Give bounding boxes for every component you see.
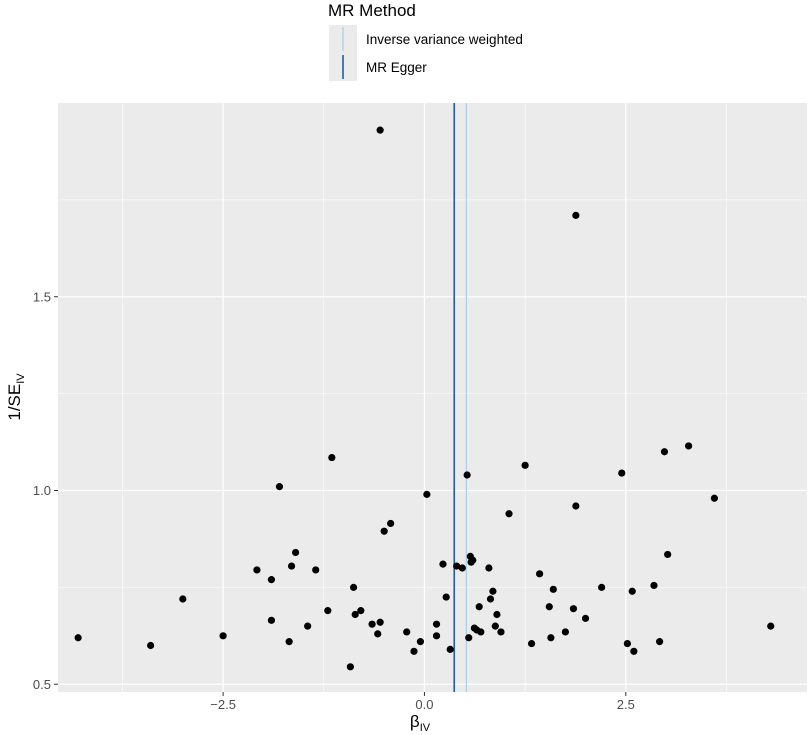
data-point — [549, 585, 557, 593]
x-tick-label: 0.0 — [415, 697, 433, 712]
data-point — [368, 620, 376, 628]
data-point — [312, 566, 320, 574]
data-point — [219, 632, 227, 640]
data-point — [527, 639, 536, 648]
data-point — [569, 605, 578, 613]
data-point — [423, 490, 431, 498]
data-point — [485, 564, 493, 572]
data-points — [74, 126, 775, 671]
data-point — [376, 126, 384, 134]
y-tick-label: 1.0 — [33, 483, 51, 498]
data-point — [463, 471, 471, 479]
data-point — [493, 610, 501, 619]
data-point — [285, 638, 293, 646]
data-point — [147, 641, 155, 650]
data-point — [489, 587, 497, 595]
data-point — [545, 603, 553, 611]
data-point — [572, 211, 580, 219]
legend: MR Method Inverse variance weighted MR E… — [328, 1, 523, 81]
data-point — [387, 519, 395, 528]
data-point — [521, 461, 529, 469]
data-point — [536, 570, 544, 578]
minor-gridlines — [58, 103, 807, 692]
data-point — [475, 603, 483, 611]
data-point — [410, 647, 418, 655]
data-point — [324, 607, 332, 615]
data-point — [547, 634, 555, 642]
data-point — [497, 628, 505, 636]
data-point — [179, 595, 187, 603]
method-estimate-lines — [453, 103, 467, 692]
legend-label-mr-egger: MR Egger — [366, 60, 427, 75]
data-point — [477, 628, 485, 636]
data-point — [630, 647, 638, 655]
data-point — [267, 576, 276, 584]
data-point — [650, 581, 658, 590]
data-point — [291, 548, 300, 557]
data-point — [486, 595, 495, 603]
y-tick-label: 0.5 — [33, 677, 51, 692]
data-point — [380, 527, 388, 535]
data-point — [357, 607, 365, 615]
x-axis-title: βIV — [410, 712, 431, 734]
major-gridlines — [58, 103, 807, 692]
data-point — [351, 610, 359, 619]
data-point — [685, 442, 693, 450]
data-point — [432, 620, 441, 628]
data-point — [572, 502, 580, 510]
data-point — [432, 632, 441, 640]
y-axis-title: 1/SEIV — [5, 373, 27, 421]
y-axis-title-sub: IV — [15, 373, 27, 384]
data-point — [467, 558, 475, 566]
data-point — [618, 469, 626, 477]
data-point — [349, 583, 358, 591]
data-point — [328, 453, 336, 462]
data-point — [767, 622, 775, 630]
data-point — [446, 645, 454, 653]
y-tick-label: 1.5 — [33, 289, 51, 304]
data-point — [287, 562, 296, 570]
x-axis-title-sub: IV — [420, 722, 431, 734]
data-point — [664, 550, 672, 559]
data-point — [656, 638, 664, 646]
data-point — [439, 560, 447, 568]
legend-label-ivw: Inverse variance weighted — [366, 32, 523, 47]
plot-panel — [58, 103, 807, 692]
data-point — [491, 622, 499, 630]
data-point — [598, 583, 606, 591]
data-point — [581, 614, 590, 622]
x-tick-label: −2.5 — [210, 697, 236, 712]
data-point — [458, 564, 466, 572]
data-point — [346, 663, 354, 671]
data-point — [561, 628, 569, 636]
data-point — [376, 618, 384, 626]
x-axis-ticks: −2.5 0.0 2.5 — [210, 692, 635, 712]
x-tick-label: 2.5 — [617, 697, 635, 712]
data-point — [374, 630, 382, 638]
data-point — [505, 510, 513, 518]
data-point — [267, 616, 276, 624]
x-axis-title-main: β — [410, 712, 420, 731]
data-point — [628, 587, 636, 595]
data-point — [275, 483, 284, 491]
data-point — [253, 566, 261, 574]
data-point — [623, 639, 632, 648]
data-point — [453, 562, 461, 570]
data-point — [416, 638, 425, 646]
y-axis-title-main: 1/SE — [5, 384, 24, 421]
data-point — [660, 448, 669, 456]
data-point — [403, 628, 411, 636]
data-point — [74, 634, 82, 642]
data-point — [465, 634, 473, 642]
data-point — [710, 494, 718, 502]
data-point — [442, 593, 450, 601]
legend-title: MR Method — [328, 1, 416, 20]
y-axis-ticks: 0.5 1.0 1.5 — [33, 289, 58, 692]
data-point — [304, 622, 312, 630]
